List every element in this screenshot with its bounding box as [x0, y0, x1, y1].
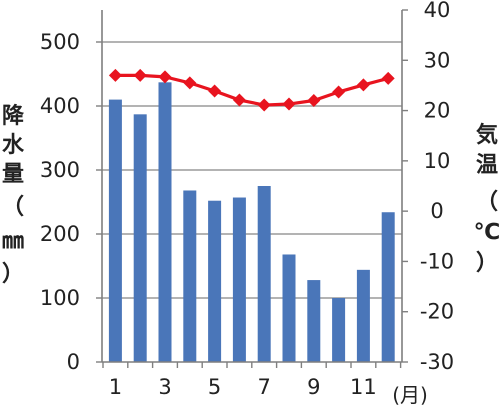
right-tick-label: 10: [424, 149, 451, 173]
right-tick-label: -20: [420, 300, 454, 324]
right-tick-label: 40: [424, 0, 451, 22]
precip-bar: [158, 82, 172, 362]
precip-bar: [282, 254, 296, 362]
right-axis-title-char: ）: [476, 251, 498, 276]
precipitation-bars: [108, 82, 395, 362]
left-axis-title-char: 水: [2, 133, 25, 158]
temperature-polyline: [115, 73, 389, 107]
temperature-marker: [183, 76, 197, 90]
left-axis-title-char: （: [2, 195, 24, 220]
temperature-line: [108, 68, 395, 112]
precip-bar: [133, 114, 147, 362]
axes: [96, 9, 408, 368]
precip-bar: [183, 190, 197, 362]
temperature-marker: [381, 71, 395, 85]
temperature-marker: [356, 78, 370, 92]
x-tick-label: 9: [307, 375, 320, 399]
precip-bar: [208, 200, 222, 362]
right-tick-label: -10: [420, 249, 454, 273]
left-axis-title-char: 量: [2, 162, 24, 187]
left-tick-label: 200: [40, 222, 80, 246]
left-axis-title-char: 降: [2, 104, 25, 129]
right-tick-label: 30: [424, 48, 451, 72]
x-tick-label: 7: [258, 375, 271, 399]
right-axis-title-char: （: [476, 190, 498, 215]
gridlines: [102, 41, 402, 299]
precip-bar: [108, 99, 122, 362]
x-tick-label: 11: [350, 375, 377, 399]
right-axis-title-char: 気: [476, 122, 498, 148]
precip-bar: [307, 280, 321, 362]
right-tick-label: -30: [420, 350, 454, 374]
right-tick-label: 20: [424, 99, 451, 123]
precip-bar: [356, 269, 370, 362]
temperature-marker: [257, 98, 271, 112]
precip-bar: [257, 186, 271, 362]
left-tick-label: 400: [40, 94, 80, 118]
left-tick-label: 500: [40, 30, 80, 54]
right-axis-title-char: 温: [476, 153, 498, 178]
x-axis-unit: (月): [392, 383, 428, 407]
left-tick-label: 300: [40, 158, 80, 182]
temperature-marker: [282, 97, 296, 111]
x-tick-label: 5: [208, 375, 221, 399]
x-tick-label: 3: [158, 375, 171, 399]
temperature-marker: [232, 93, 246, 107]
precip-bar: [232, 197, 246, 362]
left-tick-label: 100: [40, 286, 80, 310]
axis-labels: 0 100 200 300 400 500 -30 -20 -10 0 10 20 30 40 1 3 5 7 9 1…: [2, 0, 500, 407]
temperature-marker: [332, 85, 346, 99]
temperature-marker: [108, 68, 122, 82]
temperature-marker: [307, 94, 321, 108]
left-axis-title-char: ㎜: [2, 229, 24, 254]
left-axis-title-char: ）: [2, 262, 24, 287]
precip-bar: [332, 298, 346, 362]
precip-bar: [381, 212, 395, 362]
temperature-marker: [208, 84, 222, 98]
temperature-marker: [133, 68, 147, 82]
right-tick-label: 0: [430, 199, 443, 223]
right-axis-title-char: ℃: [474, 220, 500, 245]
x-tick-label: 1: [109, 375, 122, 399]
temperature-marker: [158, 70, 172, 84]
left-tick-label: 0: [67, 350, 80, 374]
